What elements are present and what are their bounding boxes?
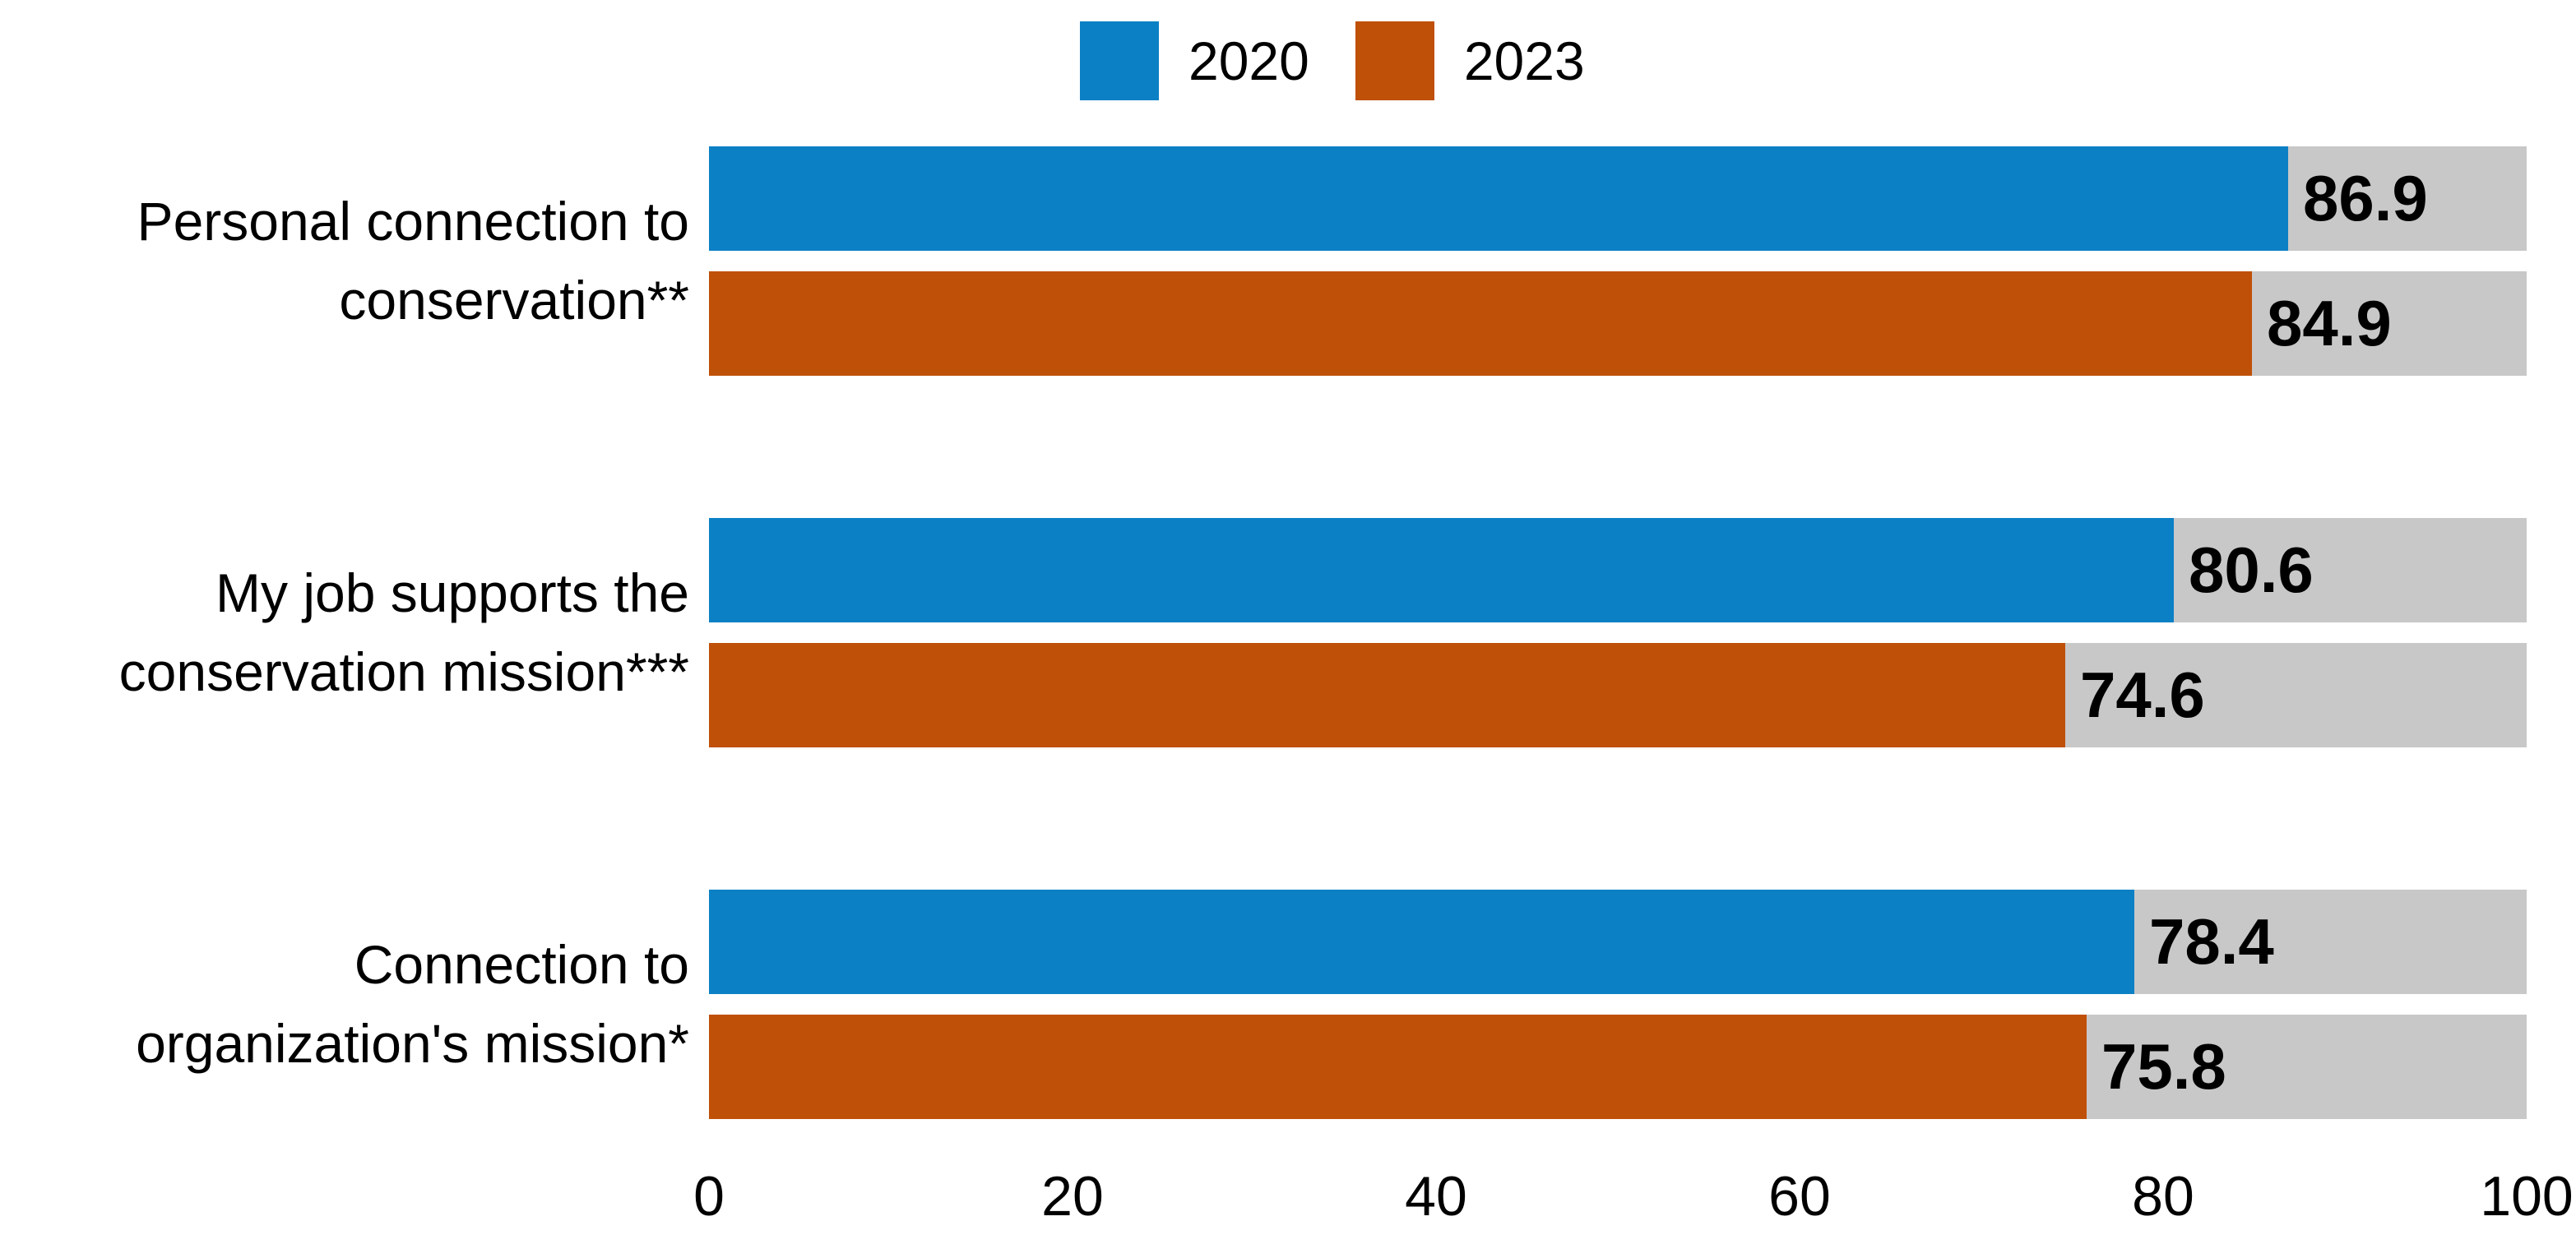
bar-value-label: 84.9 <box>2267 287 2392 359</box>
x-tick-label: 0 <box>693 1165 725 1228</box>
bar-value-label: 86.9 <box>2303 162 2428 234</box>
legend-label-2023: 2023 <box>1463 30 1585 91</box>
legend-swatch-2020 <box>1080 21 1159 100</box>
bar-value-label: 75.8 <box>2101 1030 2226 1103</box>
bar-2023 <box>709 1015 2087 1119</box>
bar-track: 84.9 <box>709 271 2527 376</box>
x-tick-label: 100 <box>2480 1165 2574 1228</box>
bar-track: 78.4 <box>709 890 2527 994</box>
bar-track: 86.9 <box>709 146 2527 251</box>
bar-value-label: 78.4 <box>2149 905 2274 978</box>
bar-value-label: 80.6 <box>2189 534 2314 606</box>
category-label: My job supports the conservation mission… <box>118 562 689 702</box>
bar-2020 <box>709 146 2288 251</box>
chart-legend: 2020 2023 <box>1080 21 1631 100</box>
bar-2020 <box>709 890 2134 994</box>
x-tick-label: 20 <box>1041 1165 1104 1228</box>
category-label: Personal connection to conservation** <box>137 191 689 331</box>
x-tick-label: 80 <box>2132 1165 2194 1228</box>
legend-swatch-2023 <box>1355 21 1434 100</box>
bar-track: 80.6 <box>709 518 2527 622</box>
legend-label-2020: 2020 <box>1188 30 1309 91</box>
bar-2023 <box>709 271 2252 376</box>
bar-2020 <box>709 518 2174 622</box>
x-tick-label: 40 <box>1405 1165 1467 1228</box>
bar-track: 74.6 <box>709 643 2527 747</box>
bar-track: 75.8 <box>709 1015 2527 1119</box>
bar-value-label: 74.6 <box>2080 659 2205 731</box>
x-tick-label: 60 <box>1768 1165 1831 1228</box>
bar-2023 <box>709 643 2065 747</box>
category-label: Connection to organization's mission* <box>136 934 689 1074</box>
